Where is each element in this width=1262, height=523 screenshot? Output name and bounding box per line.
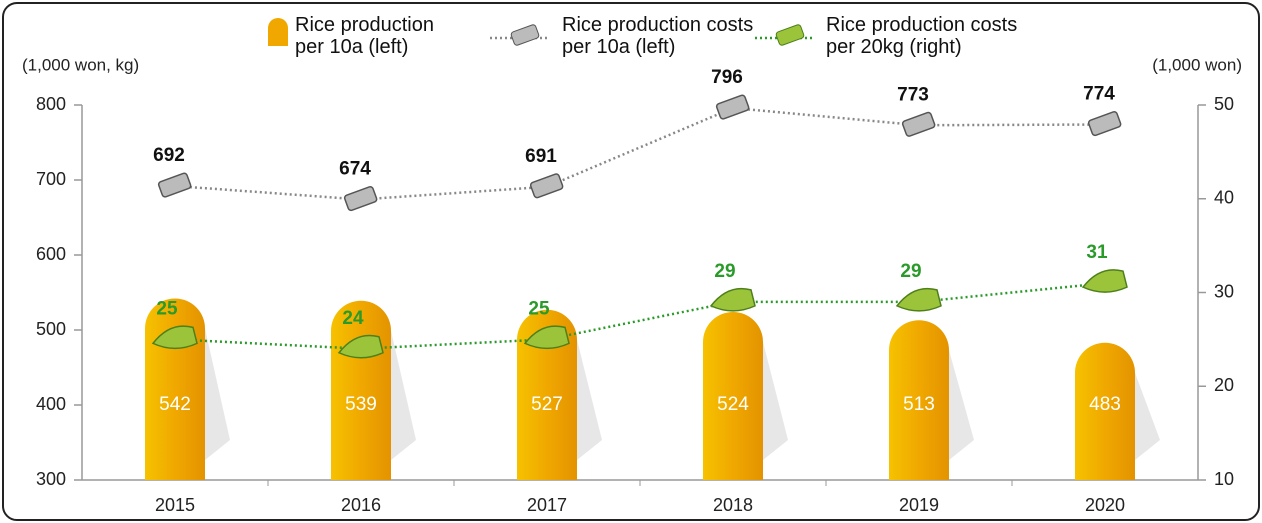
line (175, 108, 1105, 200)
chart: (1,000 won, kg) (1,000 won) 300 400 500 600… (0, 0, 1262, 523)
line (175, 283, 1105, 349)
bar-shadow (949, 350, 974, 460)
legend-label: Rice production per 10a (left) (295, 14, 465, 58)
bar (145, 299, 205, 480)
marker (158, 172, 192, 197)
data-label: 31 (1086, 242, 1108, 263)
legend-icon (775, 24, 804, 46)
marker (716, 94, 750, 119)
bar-value-label: 483 (1089, 394, 1121, 415)
y-tick-label: 500 (36, 319, 66, 339)
data-label: 24 (342, 308, 364, 329)
x-tick-label: 2020 (1085, 495, 1125, 515)
data-label: 25 (528, 298, 550, 319)
y-tick-label: 300 (36, 469, 66, 489)
legend-swatch (268, 18, 288, 46)
data-label: 674 (339, 159, 371, 180)
x-tick-label: 2018 (713, 495, 753, 515)
data-label: 29 (714, 261, 735, 282)
bar-shadow (577, 340, 602, 460)
marker (1083, 270, 1127, 292)
y-tick-label: 800 (36, 94, 66, 114)
x-tick-label: 2015 (155, 495, 195, 515)
bar-value-label: 513 (903, 394, 935, 415)
bar-shadow (205, 329, 230, 461)
bar-value-label: 539 (345, 394, 377, 415)
marker (902, 112, 936, 137)
data-label: 774 (1083, 84, 1115, 105)
marker (711, 289, 755, 311)
marker (1088, 111, 1122, 136)
legend-label: Rice production costs per 20kg (right) (826, 14, 1038, 58)
y2-tick-label: 50 (1214, 94, 1234, 114)
y2-tick-label: 10 (1214, 469, 1234, 489)
legend-icon (510, 24, 539, 46)
page: (1,000 won, kg) (1,000 won) 300 400 500 600… (0, 0, 1262, 523)
marker (530, 173, 564, 198)
marker (897, 289, 941, 311)
x-tick-label: 2019 (899, 495, 939, 515)
data-label: 796 (711, 67, 743, 88)
x-tick-label: 2016 (341, 495, 381, 515)
marker (344, 186, 378, 211)
y2-tick-label: 40 (1214, 188, 1234, 208)
y2-tick-label: 30 (1214, 281, 1234, 301)
y-tick-label: 400 (36, 394, 66, 414)
bar-shadow (763, 342, 788, 460)
y-axis-label: (1,000 won, kg) (22, 55, 139, 74)
data-label: 773 (897, 84, 929, 105)
y2-axis-label: (1,000 won) (1152, 55, 1242, 74)
data-label: 25 (156, 298, 178, 319)
y-tick-label: 700 (36, 169, 66, 189)
bar-value-label: 542 (159, 394, 191, 415)
y-tick-label: 600 (36, 244, 66, 264)
data-label: 692 (153, 145, 185, 166)
bar-shadow (1135, 373, 1160, 460)
legend-label: Rice production costs per 10a (left) (562, 14, 754, 58)
bar-value-label: 524 (717, 394, 749, 415)
x-tick-label: 2017 (527, 495, 567, 515)
bar-shadow (391, 331, 416, 460)
bar-value-label: 527 (531, 394, 563, 415)
data-label: 691 (525, 146, 557, 167)
data-label: 29 (900, 261, 921, 282)
y2-tick-label: 20 (1214, 375, 1234, 395)
